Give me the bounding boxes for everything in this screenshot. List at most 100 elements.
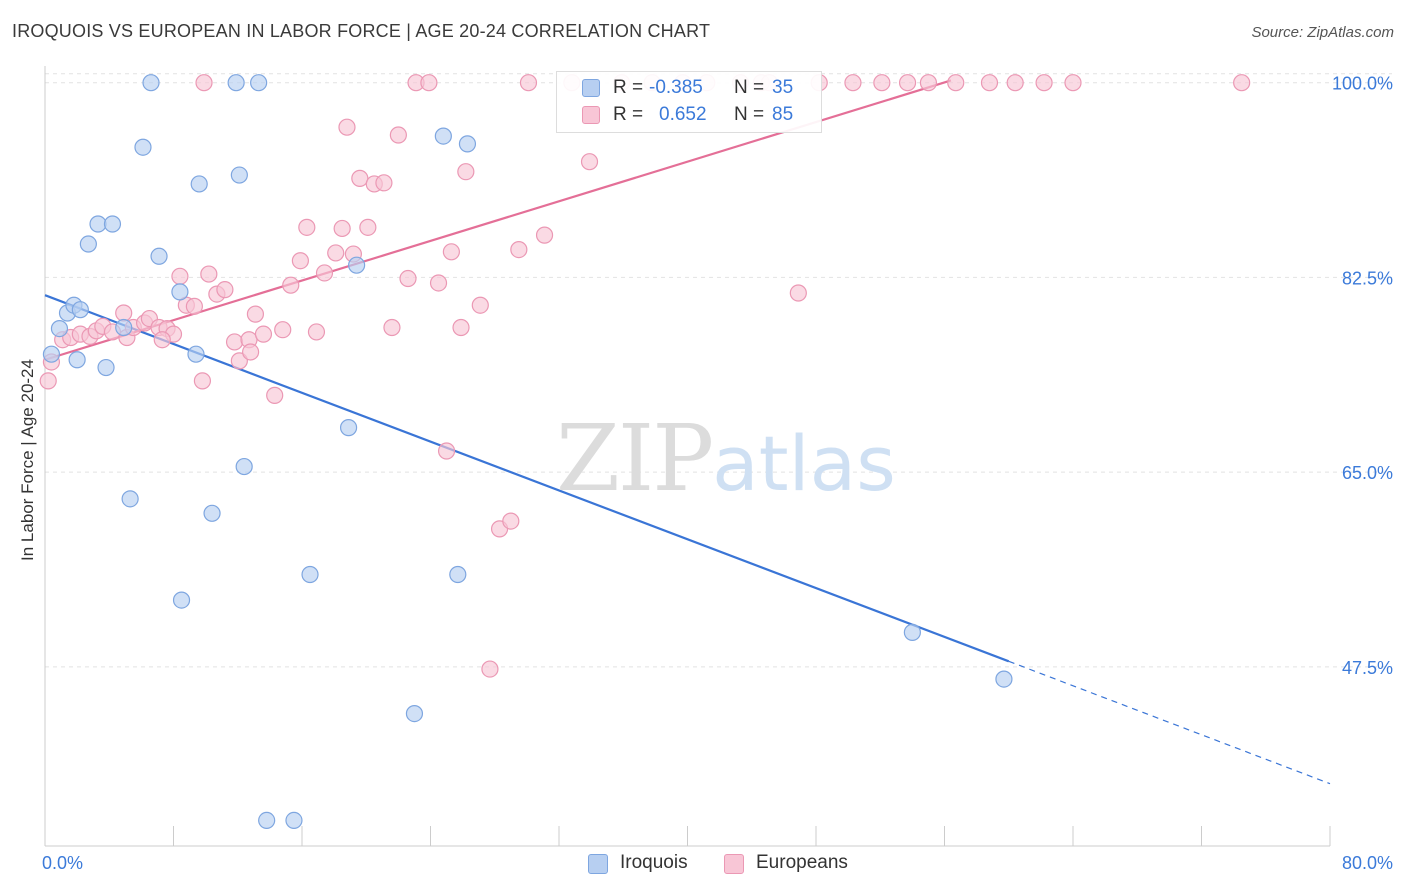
iroquois-legend-swatch [588,854,608,874]
legend-label-europeans: Europeans [756,852,848,873]
europeans-point [359,218,377,236]
iroquois-point [203,504,221,522]
iroquois-point [121,490,139,508]
iroquois-point [230,166,248,184]
europeans-point [39,372,57,390]
source-credit: Source: ZipAtlas.com [1251,24,1394,41]
y-axis-label: In Labor Force | Age 20-24 [18,359,37,561]
iroquois-point [458,135,477,153]
y-tick-label: 65.0% [1342,463,1393,483]
europeans-point [200,265,218,283]
iroquois-point [50,319,69,338]
iroquois-point [89,215,107,233]
iroquois-point [903,623,921,641]
europeans-point [1035,74,1053,92]
europeans-point [535,226,554,244]
iroquois-point [187,345,205,363]
r-value-iroquois: -0.385 [649,77,703,98]
europeans-point [898,74,917,92]
x-tick-label: 80.0% [1342,853,1393,873]
iroquois-point [258,811,276,830]
europeans-point [580,153,599,171]
europeans-point [442,243,460,261]
iroquois-point [68,351,86,369]
europeans-point [185,297,203,315]
iroquois-point [172,591,191,609]
iroquois-point [71,301,89,319]
europeans-point [274,321,292,339]
europeans-swatch [582,106,600,124]
iroquois-point [235,457,253,476]
europeans-point [389,126,407,144]
r-label: R = [613,77,644,98]
iroquois-point [301,565,319,584]
grid-lines [45,73,1392,668]
europeans-point [437,442,456,460]
r-label: R = [613,104,644,125]
europeans-point [338,118,356,136]
iroquois-point [405,704,424,723]
iroquois-point [79,235,97,253]
iroquois-point [103,215,122,233]
europeans-point [254,325,273,343]
europeans-point [873,74,891,92]
y-tick-label: 100.0% [1332,74,1393,94]
iroquois-point [134,138,152,156]
europeans-point [947,74,965,92]
iroquois-swatch [582,79,600,97]
europeans-point [225,333,244,351]
europeans-point [298,218,316,236]
europeans-point [429,274,448,292]
legend-item-iroquois[interactable]: Iroquois [588,851,698,877]
europeans-point [230,352,248,370]
watermark-zip: ZIP [556,405,714,512]
iroquois-point [348,256,366,274]
europeans-point [980,74,999,92]
europeans-point [457,163,475,181]
stats-box: R = -0.385 N = 35 R = 0.652 N = 85 [556,71,822,133]
europeans-point [315,264,334,282]
iroquois-point [995,670,1013,688]
y-tick-label: 82.5% [1342,268,1393,288]
watermark: ZIPatlas [556,405,896,512]
europeans-point [153,331,171,349]
europeans-point [266,386,284,404]
europeans-point [246,305,265,323]
iroquois-point [250,74,268,92]
europeans-point [1064,74,1082,92]
iroquois-point [171,283,189,301]
europeans-point [844,74,862,92]
europeans-point [383,318,401,337]
iroquois-point [449,565,467,584]
europeans-point [399,269,417,288]
n-label: N = [734,104,765,125]
europeans-point [291,252,309,270]
n-label: N = [734,77,765,98]
legend-label-iroquois: Iroquois [620,852,688,873]
europeans-point [1233,74,1251,92]
iroquois-point [339,419,358,437]
axes [44,66,1331,847]
europeans-point [481,660,499,678]
europeans-point [510,240,528,259]
europeans-point [115,304,133,322]
iroquois-point [42,345,61,363]
iroquois-point [190,175,208,193]
iroquois-trend-extension [1008,660,1331,785]
n-value-europeans: 85 [772,104,794,125]
europeans-point [193,372,212,390]
europeans-point [452,318,470,337]
europeans-point [919,74,938,92]
europeans-point [351,169,369,187]
watermark-atlas: atlas [712,419,896,508]
r-value-europeans: 0.652 [659,104,707,125]
europeans-point [375,174,393,192]
europeans-point [282,276,300,294]
iroquois-point [97,358,115,377]
legend-item-europeans[interactable]: Europeans [724,851,854,877]
x-tick-label: 0.0% [42,853,83,873]
europeans-legend-swatch [724,854,744,874]
europeans-point [1006,74,1024,92]
europeans-point [519,74,538,92]
